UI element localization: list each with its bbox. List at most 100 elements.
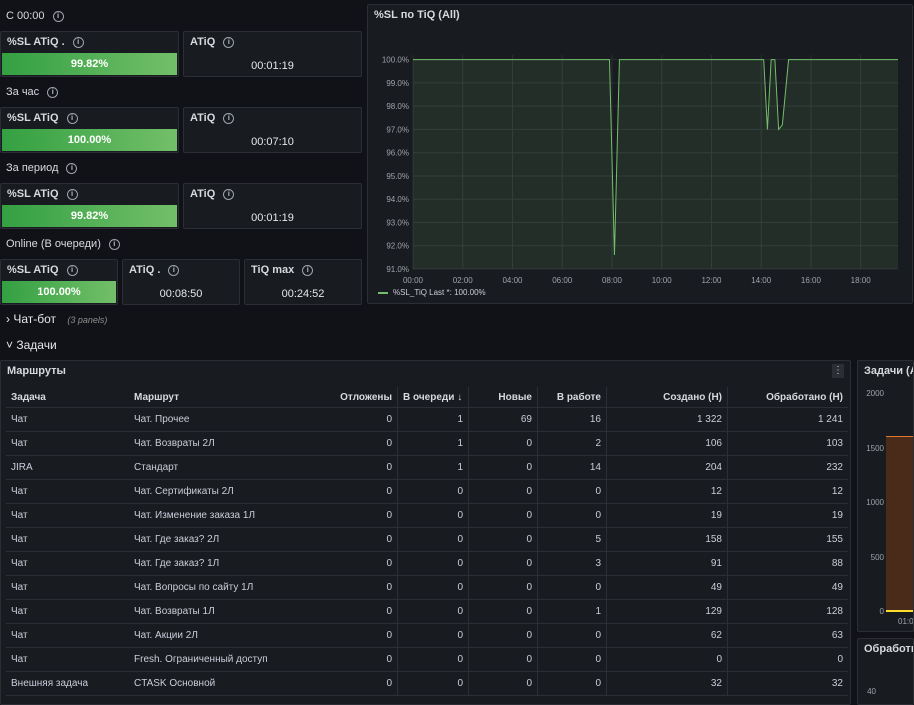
panel-title: %SL ATiQ . bbox=[7, 36, 65, 48]
info-icon[interactable]: i bbox=[223, 36, 235, 48]
table-row[interactable]: Чат Чат. Прочее 0 1 69 16 1 322 1 241 bbox=[6, 407, 848, 432]
panel-title: Маршруты bbox=[7, 365, 66, 377]
table-cell: 0 bbox=[468, 431, 538, 456]
y-tick-label: 0 bbox=[879, 607, 884, 616]
panel-title: ATiQ bbox=[190, 188, 216, 200]
table-cell: 0 bbox=[397, 527, 469, 552]
table-cell: 12 bbox=[727, 479, 848, 504]
table-cell: 0 bbox=[468, 599, 538, 624]
stat-panel-atiq-hour[interactable]: ATiQ i 00:07:10 bbox=[183, 107, 362, 153]
processing-panel[interactable]: Обработка 40 bbox=[857, 638, 914, 705]
section-label-period: За период i bbox=[6, 162, 78, 174]
tasks-chart-panel[interactable]: Задачи (All 2000 1500 1000 500 0 01:00 bbox=[857, 360, 914, 632]
table-row[interactable]: Чат Чат. Где заказ? 2Л 0 0 0 5 158 155 bbox=[6, 527, 848, 552]
stat-panel-sl-atiq-day[interactable]: %SL ATiQ . i 99.82% bbox=[0, 31, 179, 77]
table-cell: 2 bbox=[537, 431, 607, 456]
table-cell: Чат. Изменение заказа 1Л bbox=[129, 503, 329, 528]
table-cell: 0 bbox=[606, 647, 728, 672]
info-icon[interactable]: i bbox=[52, 10, 64, 22]
info-icon[interactable]: i bbox=[223, 188, 235, 200]
info-icon[interactable]: i bbox=[302, 264, 314, 276]
table-row[interactable]: Чат Fresh. Ограниченный доступ 0 0 0 0 0 0 bbox=[6, 647, 848, 672]
row-toggle-chatbot[interactable]: › Чат-бот (3 panels) bbox=[6, 312, 107, 326]
stat-panel-atiq-period[interactable]: ATiQ i 00:01:19 bbox=[183, 183, 362, 229]
table-row[interactable]: Чат Чат. Вопросы по сайту 1Л 0 0 0 0 49 49 bbox=[6, 575, 848, 600]
row-title: Чат-бот bbox=[13, 312, 57, 326]
atiq-value: 00:07:10 bbox=[251, 136, 294, 148]
table-cell: Чат. Возвраты 1Л bbox=[129, 599, 329, 624]
info-icon[interactable]: i bbox=[108, 238, 120, 250]
table-row[interactable]: JIRA Стандарт 0 1 0 14 204 232 bbox=[6, 455, 848, 480]
stat-panel-sl-atiq-period[interactable]: %SL ATiQ i 99.82% bbox=[0, 183, 179, 229]
table-row[interactable]: Чат Чат. Сертификаты 2Л 0 0 0 0 12 12 bbox=[6, 479, 848, 504]
stat-panel-atiq-day[interactable]: ATiQ i 00:01:19 bbox=[183, 31, 362, 77]
chart-panel-sl-tiq[interactable]: %SL по TiQ (All) 100.0% 99.0% 98.0% 97.0% 96… bbox=[367, 4, 913, 304]
table-cell: 0 bbox=[397, 647, 469, 672]
routes-table: Задача Маршрут Отложены В очереди ↓ Новы… bbox=[6, 387, 848, 696]
table-row[interactable]: Чат Чат. Возвраты 2Л 0 1 0 2 106 103 bbox=[6, 431, 848, 456]
table-cell: 0 bbox=[537, 647, 607, 672]
table-cell: 0 bbox=[329, 479, 398, 504]
column-header[interactable]: Новые bbox=[468, 387, 538, 408]
column-header[interactable]: Обработано (Н) bbox=[727, 387, 848, 408]
table-cell: 0 bbox=[727, 647, 848, 672]
chevron-right-icon: › bbox=[6, 312, 10, 326]
y-tick-label: 98.0% bbox=[386, 102, 409, 111]
table-cell: Чат bbox=[6, 479, 129, 504]
table-cell: 0 bbox=[537, 479, 607, 504]
info-icon[interactable]: i bbox=[72, 36, 84, 48]
row-toggle-tasks[interactable]: ˅ Задачи bbox=[6, 338, 57, 352]
legend-label: %SL_TiQ Last *: 100.00% bbox=[393, 288, 486, 297]
row-title: Задачи bbox=[16, 338, 57, 352]
table-cell: 0 bbox=[537, 503, 607, 528]
panel-menu-button[interactable]: ⋮ bbox=[832, 364, 844, 378]
sl-line-chart: 100.0% 99.0% 98.0% 97.0% 96.0% 95.0% 94.0% 93.0… bbox=[382, 55, 898, 285]
y-tick-label: 1000 bbox=[866, 498, 884, 507]
table-cell: 128 bbox=[727, 599, 848, 624]
column-header[interactable]: В работе bbox=[537, 387, 607, 408]
table-row[interactable]: Внешняя задача CTASK Основной 0 0 0 0 32 32 bbox=[6, 671, 848, 696]
table-row[interactable]: Чат Чат. Возвраты 1Л 0 0 0 1 129 128 bbox=[6, 599, 848, 624]
column-header[interactable]: Создано (Н) bbox=[606, 387, 728, 408]
column-header-sorted[interactable]: В очереди ↓ bbox=[397, 387, 469, 408]
column-header[interactable]: Маршрут bbox=[129, 387, 329, 408]
y-tick-label: 2000 bbox=[866, 389, 884, 398]
stat-panel-sl-atiq-hour[interactable]: %SL ATiQ i 100.00% bbox=[0, 107, 179, 153]
x-tick-label: 02:00 bbox=[453, 276, 474, 285]
info-icon[interactable]: i bbox=[66, 162, 78, 174]
table-row[interactable]: Чат Чат. Где заказ? 1Л 0 0 0 3 91 88 bbox=[6, 551, 848, 576]
stat-panel-sl-atiq-online[interactable]: %SL ATiQ i 100.00% bbox=[0, 259, 118, 305]
table-cell: 0 bbox=[329, 623, 398, 648]
table-cell: Чат. Сертификаты 2Л bbox=[129, 479, 329, 504]
info-icon[interactable]: i bbox=[47, 86, 59, 98]
column-header[interactable]: Отложены bbox=[329, 387, 398, 408]
y-tick-label: 95.0% bbox=[386, 172, 409, 181]
y-tick-label: 94.0% bbox=[386, 195, 409, 204]
x-tick-label: 12:00 bbox=[701, 276, 722, 285]
table-cell: 14 bbox=[537, 455, 607, 480]
routes-table-panel[interactable]: Маршруты ⋮ Задача Маршрут Отложены В оче… bbox=[0, 360, 851, 705]
table-cell: Чат bbox=[6, 623, 129, 648]
table-cell: 0 bbox=[329, 599, 398, 624]
table-cell: 0 bbox=[468, 503, 538, 528]
table-row[interactable]: Чат Чат. Акции 2Л 0 0 0 0 62 63 bbox=[6, 623, 848, 648]
info-icon[interactable]: i bbox=[66, 264, 78, 276]
column-header[interactable]: Задача bbox=[6, 387, 129, 408]
x-tick-label: 06:00 bbox=[552, 276, 573, 285]
table-cell: 1 bbox=[397, 431, 469, 456]
stat-panel-tiq-max[interactable]: TiQ max i 00:24:52 bbox=[244, 259, 362, 305]
x-tick-label: 01:00 bbox=[898, 617, 914, 626]
panel-title: Обработка bbox=[864, 643, 913, 655]
info-icon[interactable]: i bbox=[66, 112, 78, 124]
info-icon[interactable]: i bbox=[66, 188, 78, 200]
info-icon[interactable]: i bbox=[223, 112, 235, 124]
table-cell: 32 bbox=[606, 671, 728, 696]
chart-legend[interactable]: %SL_TiQ Last *: 100.00% bbox=[378, 288, 486, 297]
sl-value: 99.82% bbox=[2, 205, 177, 227]
table-cell: 0 bbox=[397, 623, 469, 648]
table-row[interactable]: Чат Чат. Изменение заказа 1Л 0 0 0 0 19 19 bbox=[6, 503, 848, 528]
x-tick-label: 16:00 bbox=[801, 276, 822, 285]
tiq-max-value: 00:24:52 bbox=[281, 288, 325, 300]
stat-panel-atiq-online[interactable]: ATiQ . i 00:08:50 bbox=[122, 259, 240, 305]
info-icon[interactable]: i bbox=[168, 264, 180, 276]
